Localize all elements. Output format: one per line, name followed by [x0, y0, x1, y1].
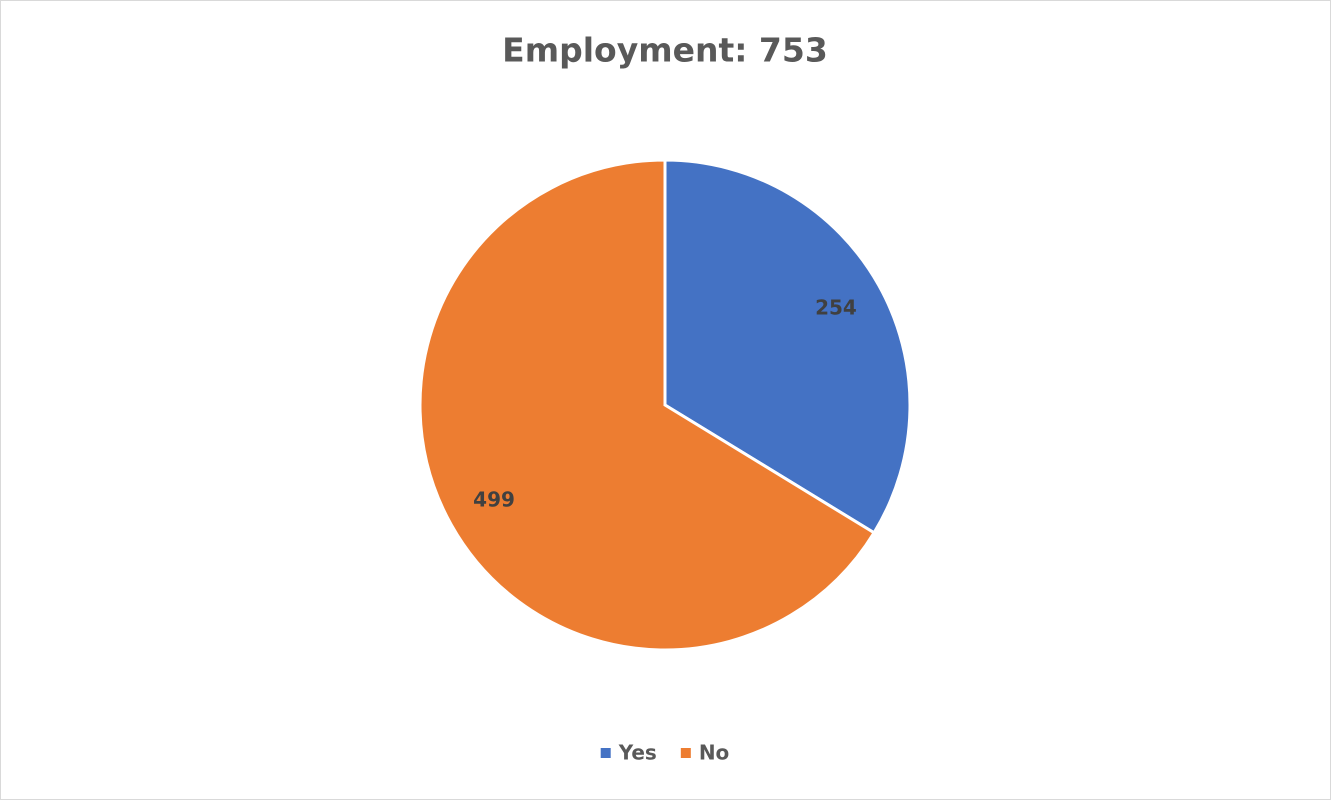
pie-slice — [663, 158, 912, 535]
data-label: 499 — [473, 487, 515, 511]
legend-label: No — [699, 741, 729, 765]
chart-title: Employment: 753 — [502, 31, 828, 70]
pie-slice — [418, 158, 877, 652]
data-label: 254 — [815, 296, 857, 320]
legend-swatch — [680, 748, 691, 758]
legend-label: Yes — [618, 741, 657, 765]
legend-swatch — [600, 748, 611, 758]
